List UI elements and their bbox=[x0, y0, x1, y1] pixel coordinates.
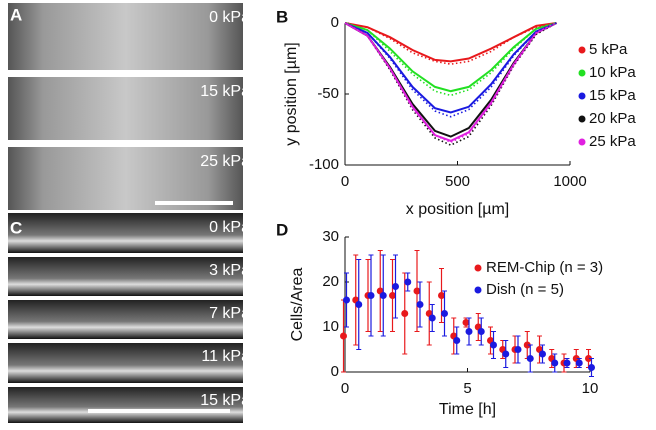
scale-bar bbox=[88, 409, 230, 413]
point bbox=[539, 350, 546, 358]
point bbox=[401, 310, 409, 317]
x-tick-label: 5 bbox=[463, 380, 471, 397]
legend-marker bbox=[578, 115, 586, 123]
legend-label: 20 kPa bbox=[589, 110, 636, 127]
point bbox=[588, 364, 595, 371]
x-tick-label: 10 bbox=[582, 380, 599, 397]
x-tick-label: 0 bbox=[341, 380, 349, 397]
scale-bar bbox=[155, 201, 233, 205]
y-axis-label: y position [µm] bbox=[283, 42, 300, 145]
point bbox=[453, 337, 461, 344]
point bbox=[343, 296, 350, 304]
y-tick-label: 0 bbox=[331, 14, 339, 31]
legend-box bbox=[470, 256, 620, 302]
point bbox=[490, 341, 497, 349]
point bbox=[404, 278, 412, 286]
point bbox=[355, 301, 363, 308]
x-axis-label: Time [h] bbox=[439, 401, 496, 418]
point bbox=[416, 301, 424, 308]
line bbox=[344, 22, 557, 147]
legend-label: 15 kPa bbox=[589, 87, 636, 104]
image-label: 15 kPa bbox=[200, 83, 250, 100]
legend-marker bbox=[474, 286, 482, 294]
panel-label: C bbox=[10, 218, 22, 237]
line bbox=[344, 22, 557, 114]
line bbox=[344, 22, 557, 118]
point bbox=[526, 355, 534, 362]
image bbox=[8, 387, 243, 423]
legend-marker bbox=[578, 69, 586, 77]
image bbox=[8, 257, 243, 296]
line bbox=[344, 22, 557, 97]
point bbox=[340, 332, 347, 340]
panel-label: A bbox=[10, 5, 22, 24]
image-label: 0 kPa bbox=[209, 219, 250, 236]
line bbox=[344, 22, 557, 93]
point bbox=[551, 359, 559, 367]
panel-c-images bbox=[8, 213, 243, 423]
image-label: 0 kPa bbox=[209, 9, 250, 26]
legend-label: Dish (n = 5) bbox=[486, 281, 564, 298]
y-axis-label: Cells/Area bbox=[289, 268, 306, 342]
point bbox=[367, 292, 375, 299]
legend-label: 5 kPa bbox=[589, 41, 628, 58]
chart: 0 500 1000 -100 -50 0 x position [µm] y positio… bbox=[283, 14, 636, 218]
line bbox=[344, 22, 557, 65]
point bbox=[389, 292, 396, 299]
point bbox=[462, 319, 470, 326]
legend-marker bbox=[578, 138, 586, 146]
point bbox=[413, 287, 421, 295]
point bbox=[575, 359, 583, 367]
panel-label: D bbox=[276, 220, 288, 239]
point bbox=[392, 283, 399, 290]
point bbox=[441, 310, 448, 317]
image bbox=[8, 147, 243, 210]
image bbox=[8, 300, 243, 339]
x-tick-label: 500 bbox=[445, 173, 470, 190]
point bbox=[523, 341, 531, 349]
y-tick-label: -100 bbox=[309, 156, 339, 173]
legend-marker bbox=[474, 264, 482, 272]
image-label: 11 kPa bbox=[201, 348, 250, 365]
point bbox=[465, 328, 473, 335]
y-tick-label: 0 bbox=[331, 363, 339, 380]
legend-marker bbox=[578, 46, 586, 54]
image bbox=[8, 3, 243, 70]
y-tick-label: 10 bbox=[322, 318, 339, 335]
point bbox=[563, 359, 571, 367]
legend-label: 25 kPa bbox=[589, 133, 636, 150]
x-tick-label: 0 bbox=[341, 173, 349, 190]
y-tick-label: -50 bbox=[317, 85, 339, 102]
point bbox=[438, 292, 445, 299]
legend-marker bbox=[578, 92, 586, 100]
x-tick-label: 1000 bbox=[553, 173, 586, 190]
image bbox=[8, 343, 243, 383]
image bbox=[8, 77, 243, 140]
image-label: 3 kPa bbox=[209, 262, 250, 279]
point bbox=[585, 355, 592, 362]
line bbox=[344, 22, 557, 144]
legend-label: REM-Chip (n = 3) bbox=[486, 259, 603, 276]
x-axis-label: x position [µm] bbox=[406, 201, 509, 218]
line bbox=[344, 22, 557, 142]
point bbox=[514, 346, 522, 353]
line bbox=[344, 22, 557, 138]
point bbox=[379, 292, 387, 299]
legend-label: 10 kPa bbox=[589, 64, 636, 81]
image-label: 15 kPa bbox=[200, 392, 250, 409]
chart: 0 5 10 0 10 20 30 Time [h] Cells/Area REM-Chip (n… bbox=[289, 228, 620, 418]
panel-a-images bbox=[8, 3, 243, 210]
y-tick-label: 20 bbox=[322, 273, 339, 290]
image bbox=[8, 213, 243, 253]
point bbox=[428, 314, 436, 322]
image-label: 7 kPa bbox=[209, 305, 250, 322]
y-tick-label: 30 bbox=[322, 228, 339, 245]
point bbox=[477, 328, 485, 335]
point bbox=[502, 350, 510, 358]
panel-label: B bbox=[276, 7, 288, 26]
image-label: 25 kPa bbox=[200, 153, 250, 170]
